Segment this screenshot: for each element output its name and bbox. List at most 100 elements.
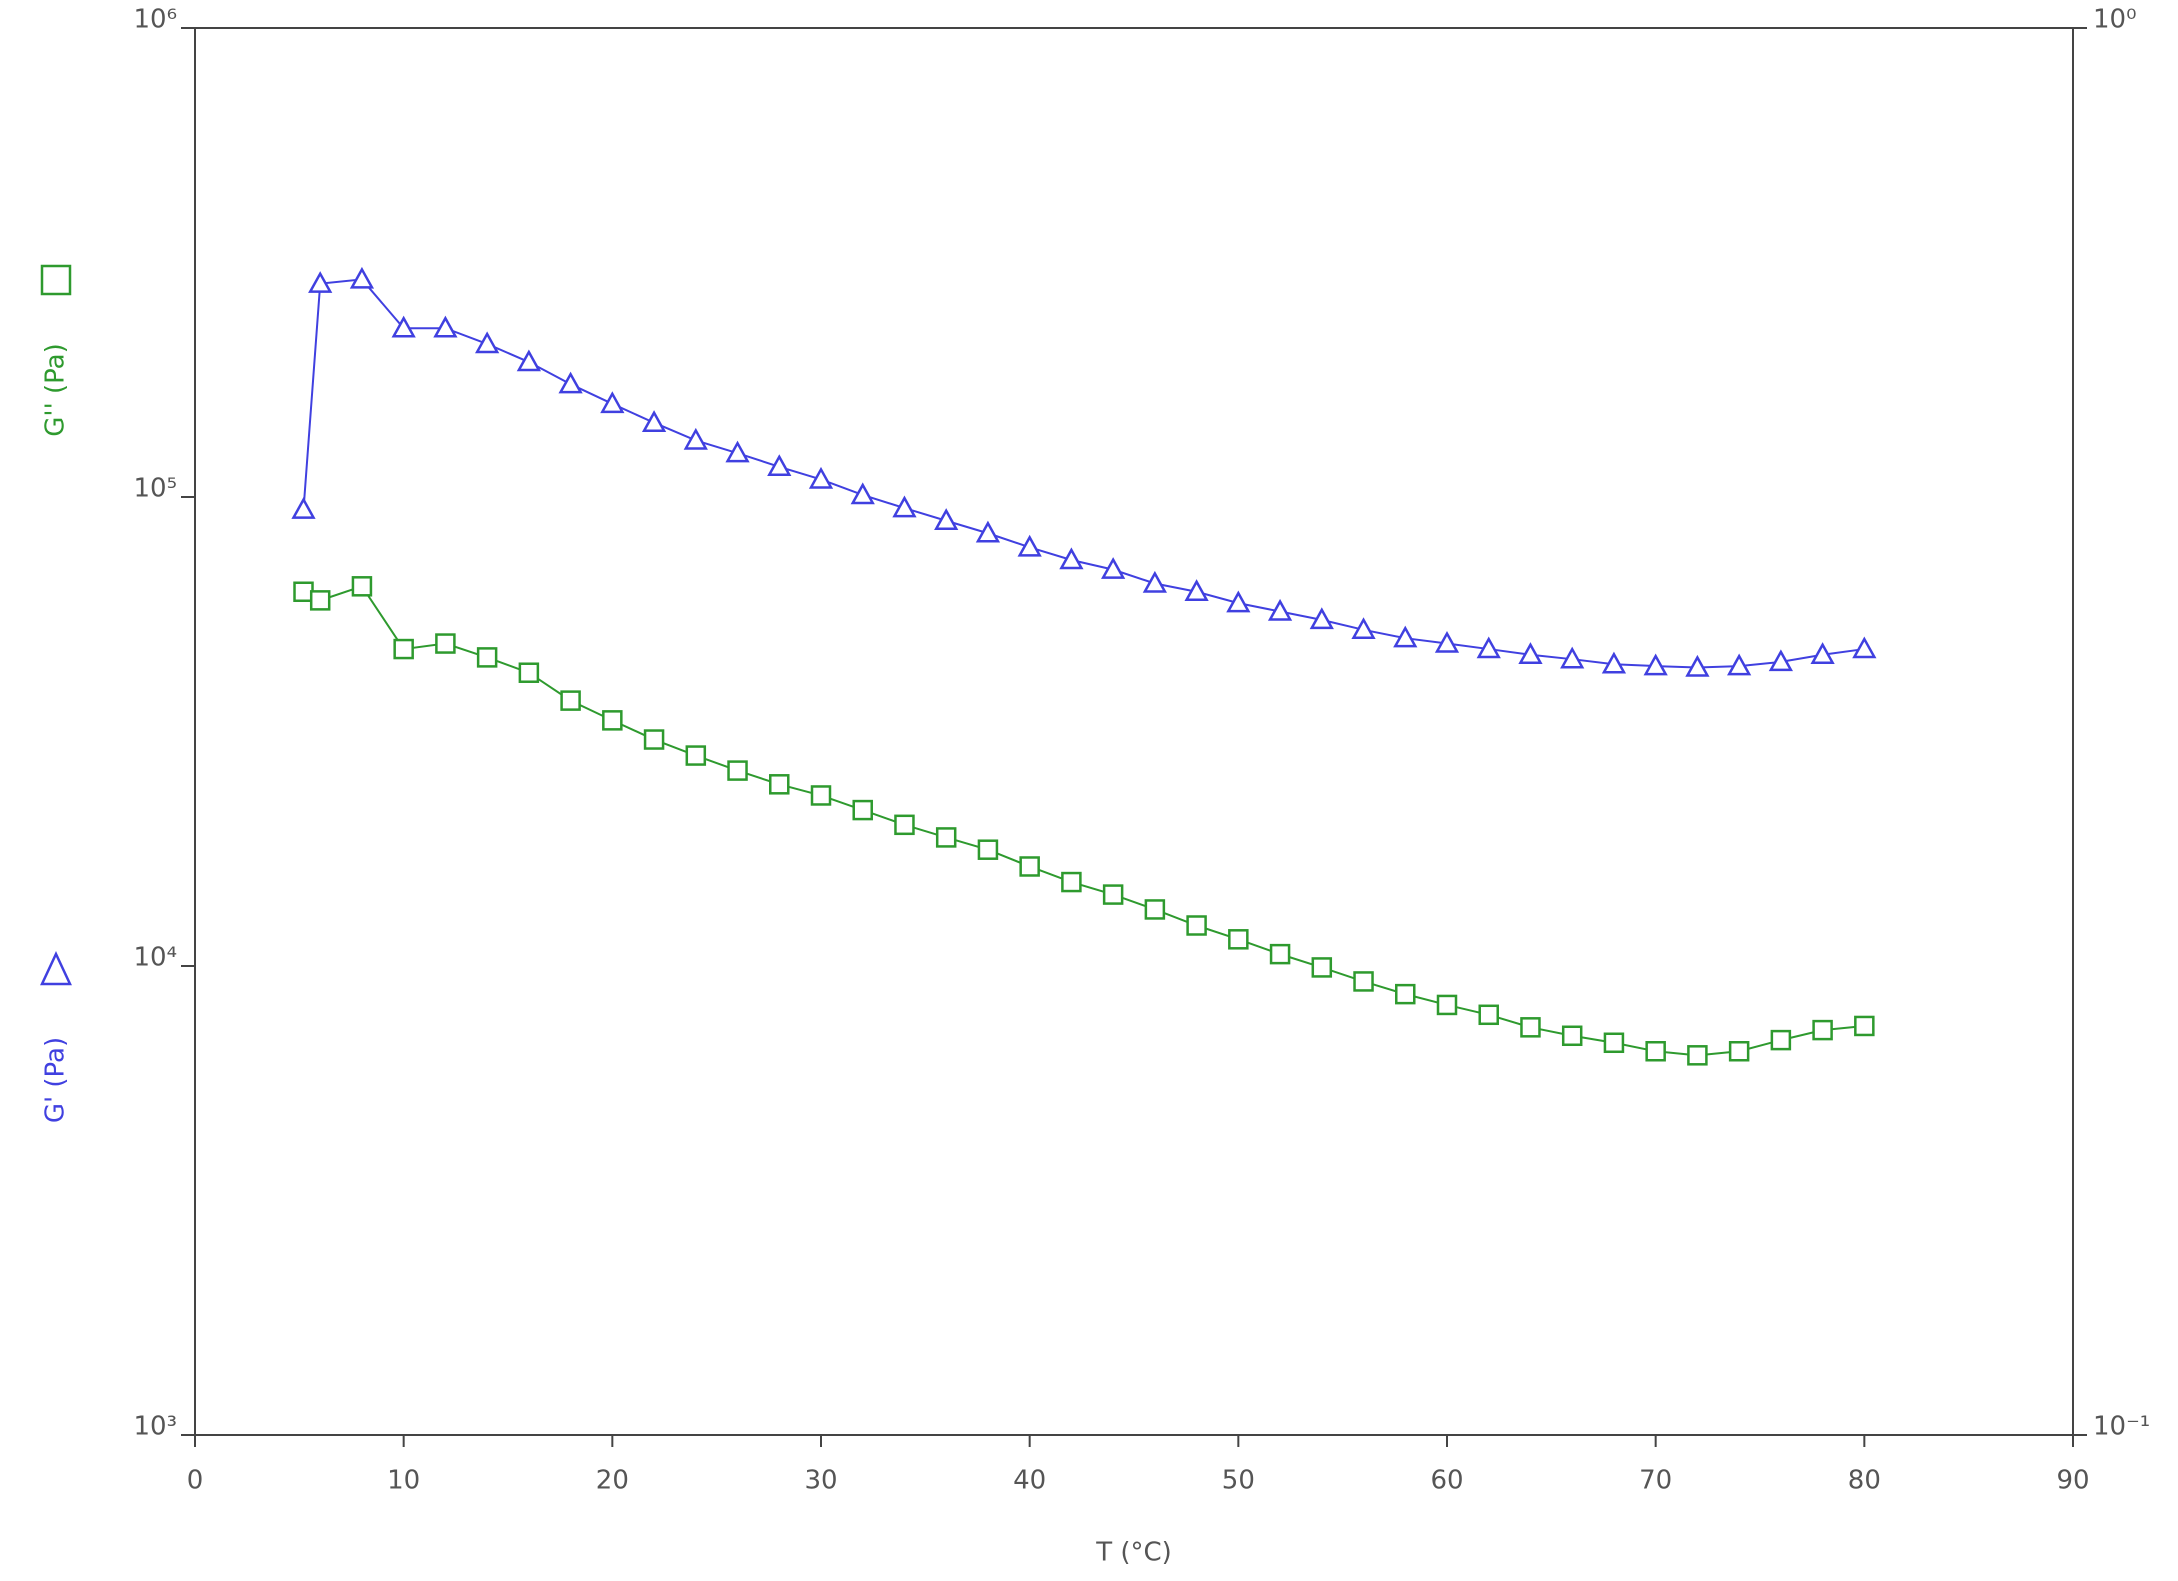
- marker: [808, 466, 834, 489]
- x-tick-label: 60: [1430, 1466, 1463, 1496]
- marker: [1643, 653, 1668, 676]
- marker: [476, 647, 498, 668]
- marker: [727, 760, 748, 781]
- marker: [685, 745, 707, 766]
- marker: [1267, 598, 1293, 621]
- marker: [1727, 653, 1752, 676]
- marker: [1685, 654, 1710, 677]
- marker: [1687, 1045, 1708, 1066]
- marker: [1228, 929, 1249, 950]
- legend-symbol: [40, 951, 72, 986]
- marker: [351, 576, 373, 597]
- marker: [309, 590, 331, 611]
- y-axis-label: G' (Pa): [41, 1037, 71, 1123]
- marker: [1186, 915, 1207, 936]
- marker: [349, 266, 375, 289]
- marker: [1854, 1015, 1875, 1037]
- x-tick-label: 80: [1848, 1466, 1881, 1496]
- marker: [1520, 1017, 1541, 1038]
- marker: [1561, 1025, 1583, 1047]
- marker: [1810, 642, 1835, 664]
- marker: [1770, 1029, 1792, 1051]
- marker: [393, 638, 414, 660]
- marker: [560, 690, 581, 711]
- x-tick-label: 20: [596, 1466, 629, 1496]
- legend-symbol: [40, 264, 72, 296]
- marker: [1226, 590, 1251, 613]
- marker: [1476, 636, 1501, 659]
- marker: [1728, 1041, 1750, 1062]
- marker: [433, 315, 458, 338]
- x-tick-label: 90: [2056, 1466, 2089, 1496]
- marker: [1101, 557, 1126, 579]
- marker: [643, 729, 665, 750]
- marker: [1852, 636, 1877, 659]
- y-tick-label: 10³: [133, 1412, 177, 1442]
- marker: [1311, 957, 1333, 978]
- plot-frame: [194, 27, 2074, 1436]
- y2-tick-label: 10⁻¹: [2093, 1412, 2150, 1442]
- marker: [683, 427, 708, 450]
- marker: [475, 331, 500, 354]
- marker: [1142, 570, 1167, 593]
- series-line: [303, 585, 1865, 1057]
- marker: [1395, 983, 1416, 1005]
- x-tick-label: 40: [1013, 1466, 1046, 1496]
- x-tick-label: 50: [1222, 1466, 1255, 1496]
- marker: [975, 520, 1001, 543]
- marker: [293, 581, 314, 603]
- marker: [1269, 943, 1291, 965]
- marker: [894, 814, 915, 836]
- marker: [1478, 1004, 1499, 1026]
- marker: [1601, 651, 1627, 674]
- marker: [1351, 617, 1376, 640]
- marker: [769, 774, 790, 795]
- marker: [1061, 871, 1082, 893]
- marker: [850, 482, 875, 505]
- marker: [291, 497, 316, 519]
- marker: [935, 827, 957, 848]
- marker: [1144, 899, 1166, 920]
- marker: [1812, 1019, 1833, 1041]
- marker: [602, 710, 623, 731]
- y-tick-label: 10⁴: [133, 943, 177, 973]
- marker: [892, 495, 917, 518]
- marker: [1645, 1041, 1666, 1062]
- marker: [1353, 971, 1374, 992]
- marker: [725, 440, 750, 463]
- x-tick-label: 30: [804, 1466, 837, 1496]
- y-tick-label: 10⁵: [133, 474, 177, 504]
- marker: [308, 271, 333, 293]
- marker: [600, 391, 625, 414]
- marker: [558, 371, 583, 394]
- x-tick-label: 10: [387, 1466, 420, 1496]
- marker: [1102, 884, 1124, 905]
- y-tick-label: 10⁶: [133, 5, 177, 35]
- marker: [1436, 994, 1458, 1016]
- marker: [934, 508, 959, 530]
- marker: [1019, 856, 1040, 877]
- y2-tick-label: 10⁰: [2093, 5, 2137, 35]
- marker: [1059, 547, 1084, 570]
- marker: [516, 349, 541, 372]
- marker: [1560, 646, 1585, 669]
- marker: [1184, 579, 1209, 602]
- x-axis-label: T (°C): [1095, 1538, 1172, 1568]
- y-axis-label: G'' (Pa): [41, 343, 71, 436]
- x-tick-label: 0: [187, 1466, 204, 1496]
- marker: [977, 839, 999, 860]
- marker: [435, 633, 456, 654]
- marker: [391, 315, 416, 338]
- x-tick-label: 70: [1639, 1466, 1672, 1496]
- marker: [810, 785, 832, 806]
- series-line: [302, 278, 1865, 669]
- marker: [852, 799, 873, 821]
- marker: [1768, 649, 1793, 672]
- marker: [518, 662, 540, 683]
- marker: [1393, 625, 1418, 648]
- marker: [1309, 607, 1334, 630]
- marker: [641, 410, 667, 432]
- marker: [1518, 642, 1543, 664]
